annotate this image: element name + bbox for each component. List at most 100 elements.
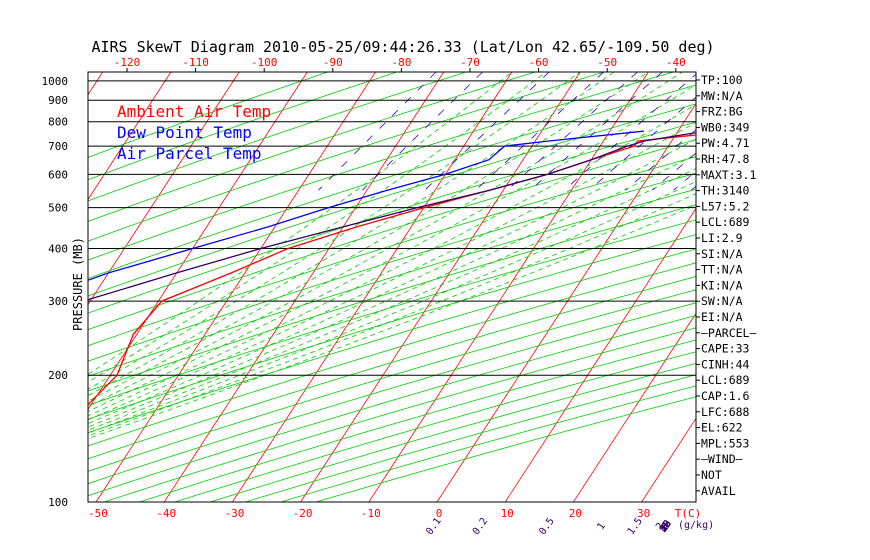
dry-adiabat-line [88, 72, 398, 181]
stat-label: WB0:349 [701, 120, 750, 134]
legend-air-parcel-temp: Air Parcel Temp [117, 144, 262, 163]
dry-adiabat-line [88, 302, 696, 485]
pressure-tick-label: 500 [48, 202, 68, 215]
mixing-ratio-tick-label: 2 [654, 521, 666, 532]
mixing-ratio-line [507, 72, 638, 191]
legend-ambient-air-temp: Ambient Air Temp [117, 102, 271, 121]
stat-label: CAPE:33 [701, 342, 750, 356]
dry-adiabat-line [88, 248, 696, 434]
stat-label: L57:5.2 [701, 199, 749, 213]
pressure-axis: PRESSURE (MB) 100 200 300 400 500 600 700 800 90… [42, 75, 86, 509]
stat-label: MPL:553 [701, 436, 750, 450]
air-parcel-temp-curve [88, 131, 696, 301]
stat-label: TP:100 [701, 73, 743, 87]
profile-curves [88, 130, 696, 406]
dry-adiabat-line [88, 188, 696, 377]
moist-adiabat-line [88, 72, 547, 383]
dry-adiabat-line [138, 339, 696, 502]
bottom-tick-label: 30 [637, 507, 650, 520]
moist-adiabat-line [88, 103, 696, 417]
mixing-ratio-line [652, 152, 696, 191]
top-tick-label: -50 [597, 56, 617, 69]
mixing-ratio-line [475, 72, 604, 191]
isotherm-line [88, 72, 172, 201]
background-grid [0, 72, 870, 521]
dry-adiabat-line [88, 84, 696, 279]
isotherm-line [765, 72, 870, 521]
top-tick-label: -120 [114, 56, 141, 69]
mixing-ratio-tick-label: 40 [658, 518, 674, 534]
isotherm-line [163, 72, 445, 502]
top-temp-axis: -120 -110 -100 -90 -80 -70 -60 -50 -40 [114, 56, 686, 72]
pressure-tick-label: 1000 [42, 75, 69, 88]
stat-label: MW:N/A [701, 89, 743, 103]
legend-dew-point-temp: Dew Point Temp [117, 123, 252, 142]
stat-label: KI:N/A [701, 278, 743, 292]
ambient-air-temp-curve [88, 134, 696, 406]
stat-label: EI:N/A [701, 310, 743, 324]
pressure-tick-label: 600 [48, 168, 68, 181]
stat-label: LCL:689 [701, 373, 750, 387]
legend: Ambient Air Temp Dew Point Temp Air Parc… [117, 102, 271, 163]
isotherm-line [88, 72, 240, 306]
dry-adiabat-line [88, 121, 696, 314]
bottom-tick-label: -40 [156, 507, 176, 520]
stat-label: EL:622 [701, 421, 743, 435]
isotherm-line [0, 72, 35, 521]
dry-adiabat-line [88, 234, 696, 420]
stat-label: SI:N/A [701, 247, 743, 261]
dry-adiabat-line [88, 289, 696, 472]
plot-frame [87, 71, 697, 503]
stat-label: LFC:688 [701, 405, 750, 419]
stat-label: RH:47.8 [701, 152, 750, 166]
stat-label: CAP:1.6 [701, 389, 750, 403]
dry-adiabat-line [88, 72, 605, 242]
isotherm-line [95, 72, 376, 502]
moist-adiabat-line [88, 84, 696, 412]
isotherm-line [504, 207, 696, 502]
pressure-tick-label: 400 [48, 242, 68, 255]
dry-adiabat-line [314, 396, 696, 502]
top-tick-label: -80 [391, 56, 411, 69]
mixing-ratio-line [362, 72, 483, 191]
dry-adiabat-line [88, 72, 674, 261]
stat-label: PW:4.71 [701, 136, 750, 150]
dry-adiabat-line [279, 385, 696, 502]
bottom-tick-label: -30 [224, 507, 244, 520]
dry-adiabat-line [88, 262, 696, 447]
dry-adiabat-line [88, 315, 696, 497]
dry-adiabat-line [88, 139, 696, 331]
bottom-tick-label: -50 [88, 507, 108, 520]
moist-adiabat-line [88, 72, 513, 375]
stat-label: TT:N/A [701, 263, 743, 277]
stat-label: LI:2.9 [701, 231, 743, 245]
mixing-ratio-unit-label: (g/kg) [678, 520, 714, 531]
dry-adiabat-line [88, 156, 696, 347]
dry-adiabat-line [88, 72, 536, 222]
bottom-tick-label: 20 [569, 507, 582, 520]
dry-adiabat-line [88, 219, 696, 406]
top-tick-label: -110 [182, 56, 209, 69]
dry-adiabat-line [88, 72, 467, 202]
isotherm-line [572, 312, 696, 502]
pressure-tick-label: 100 [48, 496, 68, 509]
mixing-ratio-line [743, 72, 870, 190]
chart-title: AIRS SkewT Diagram 2010-05-25/09:44:26.3… [91, 38, 714, 56]
top-tick-label: -90 [323, 56, 343, 69]
y-axis-label: PRESSURE (MB) [71, 237, 85, 331]
stat-label: —WIND— [701, 452, 743, 466]
pressure-tick-label: 900 [48, 94, 68, 107]
bottom-tick-label: 0 [436, 507, 443, 520]
mixing-ratio-tick-label: 3 [660, 521, 672, 532]
dry-adiabat-line [244, 374, 696, 502]
dry-adiabat-line [173, 351, 696, 502]
mixing-ratio-line [424, 72, 550, 191]
mixing-ratio-tick-label: 4 [660, 521, 672, 532]
stat-label: TH:3140 [701, 184, 750, 198]
isotherm-line [88, 72, 308, 411]
mixing-ratio-line [766, 72, 870, 190]
moist-adiabat-line [88, 204, 696, 439]
top-tick-label: -60 [529, 56, 549, 69]
